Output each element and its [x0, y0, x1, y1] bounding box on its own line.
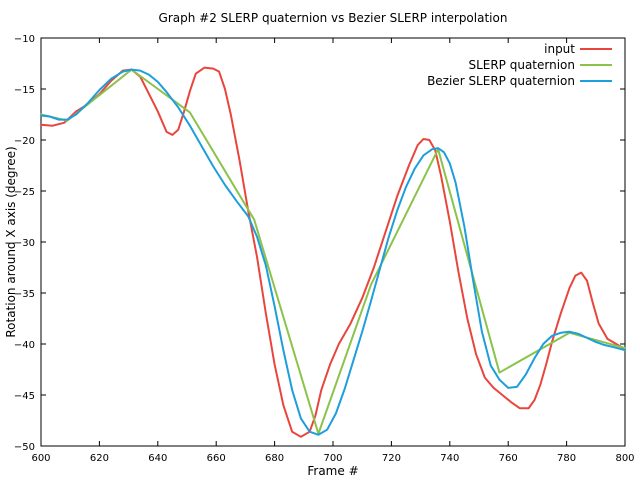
y-tick-label: −50 [14, 442, 35, 453]
y-axis-label: Rotation around X axis (degree) [4, 146, 18, 337]
x-tick-label: 620 [90, 453, 109, 464]
x-tick-label: 780 [557, 453, 576, 464]
y-tick-label: −40 [14, 340, 35, 351]
x-tick-label: 760 [499, 453, 518, 464]
chart-title: Graph #2 SLERP quaternion vs Bezier SLER… [159, 11, 508, 25]
y-tick-label: −35 [14, 289, 35, 300]
x-tick-label: 680 [265, 453, 284, 464]
x-tick-label: 640 [148, 453, 167, 464]
x-tick-label: 740 [440, 453, 459, 464]
y-tick-label: −15 [14, 85, 35, 96]
axis-ticks [40, 37, 626, 447]
series-line-3 [40, 68, 626, 436]
legend: input SLERP quaternion Bezier SLERP quater… [427, 42, 612, 88]
series-lines [40, 66, 626, 438]
y-tick-label: −20 [14, 136, 35, 147]
y-tick-label: −10 [14, 34, 35, 45]
x-axis-label: Frame # [307, 464, 358, 478]
x-tick-label: 660 [207, 453, 226, 464]
y-tick-label: −30 [14, 238, 35, 249]
y-tick-label: −25 [14, 187, 35, 198]
x-tick-label: 600 [31, 453, 50, 464]
plot-frame [40, 37, 626, 447]
series-line-1 [40, 66, 626, 438]
legend-label-2: SLERP quaternion [468, 58, 575, 72]
x-tick-label: 720 [382, 453, 401, 464]
axis-tick-labels: 600 620 640 660 680 700 720 740 760 780 800 −50 −45 −… [14, 34, 635, 464]
legend-label-3: Bezier SLERP quaternion [427, 74, 575, 88]
legend-label-1: input [544, 42, 575, 56]
series-line-2 [40, 68, 626, 435]
x-tick-label: 800 [615, 453, 634, 464]
x-tick-label: 700 [323, 453, 342, 464]
y-tick-label: −45 [14, 391, 35, 402]
